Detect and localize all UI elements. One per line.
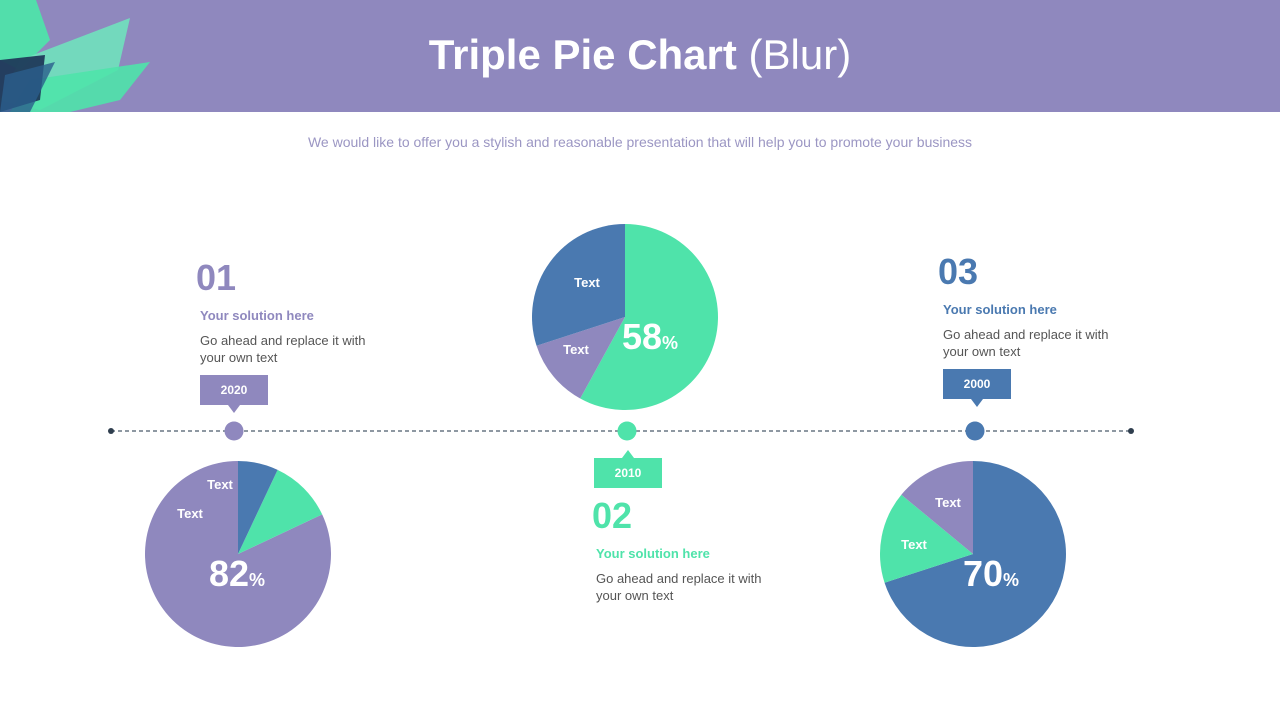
step-description: Go ahead and replace it with your own te… xyxy=(596,571,762,603)
pie-slice xyxy=(532,224,625,346)
step-title: Your solution here xyxy=(943,302,1057,317)
header-banner: Triple Pie Chart (Blur) xyxy=(0,0,1280,112)
timeline-node-1 xyxy=(224,421,244,441)
timeline-node-3 xyxy=(965,421,985,441)
year-tag-2000: 2000 xyxy=(943,369,1011,407)
step-title: Your solution here xyxy=(200,308,314,323)
pie-slice xyxy=(901,461,973,554)
pie-chart-2: Text Text 58% xyxy=(532,224,718,410)
pie-value-label: 58% xyxy=(622,316,678,357)
pie-value-label: 82% xyxy=(209,553,265,594)
year-tag-2020: 2020 xyxy=(200,375,268,413)
pie-slice xyxy=(238,461,278,554)
slice-label: Text xyxy=(935,495,961,510)
pie-slice xyxy=(238,469,323,554)
pie-slice xyxy=(536,317,625,399)
year-tag-2010: 2010 xyxy=(594,450,662,488)
step-number: 03 xyxy=(938,251,979,292)
timeline-end-dot xyxy=(108,428,114,434)
pie-chart-3: Text Text 70% xyxy=(880,461,1066,647)
pie-value-label: 70% xyxy=(963,553,1019,594)
slice-label: Text xyxy=(574,275,600,290)
timeline-node-2 xyxy=(617,421,637,441)
step-number: 02 xyxy=(592,495,633,536)
step-description: Go ahead and replace it with your own te… xyxy=(200,333,366,365)
pie-slice xyxy=(145,461,331,647)
step-03: 03 Your solution here Go ahead and repla… xyxy=(938,252,1128,360)
pie-slice xyxy=(880,494,973,583)
subtitle: We would like to offer you a stylish and… xyxy=(307,134,973,150)
step-title: Your solution here xyxy=(596,546,710,561)
title-suffix: (Blur) xyxy=(748,31,852,78)
slice-label: Text xyxy=(207,477,233,492)
slice-label: Text xyxy=(563,342,589,357)
step-01: 01 Your solution here Go ahead and repla… xyxy=(196,258,385,366)
page-title: Triple Pie Chart (Blur) xyxy=(0,28,1280,82)
slice-label: Text xyxy=(901,537,927,552)
step-description: Go ahead and replace it with your own te… xyxy=(943,327,1109,359)
leaf-decoration-icon xyxy=(0,0,150,112)
pie-slice xyxy=(580,224,718,410)
step-number: 01 xyxy=(196,257,237,298)
step-02: 02 Your solution here Go ahead and repla… xyxy=(592,496,781,604)
title-main: Triple Pie Chart xyxy=(428,31,737,78)
slice-label: Text xyxy=(177,506,203,521)
timeline-end-dot xyxy=(1128,428,1134,434)
pie-chart-1: Text Text 82% xyxy=(145,461,331,647)
pie-slice xyxy=(884,461,1066,647)
